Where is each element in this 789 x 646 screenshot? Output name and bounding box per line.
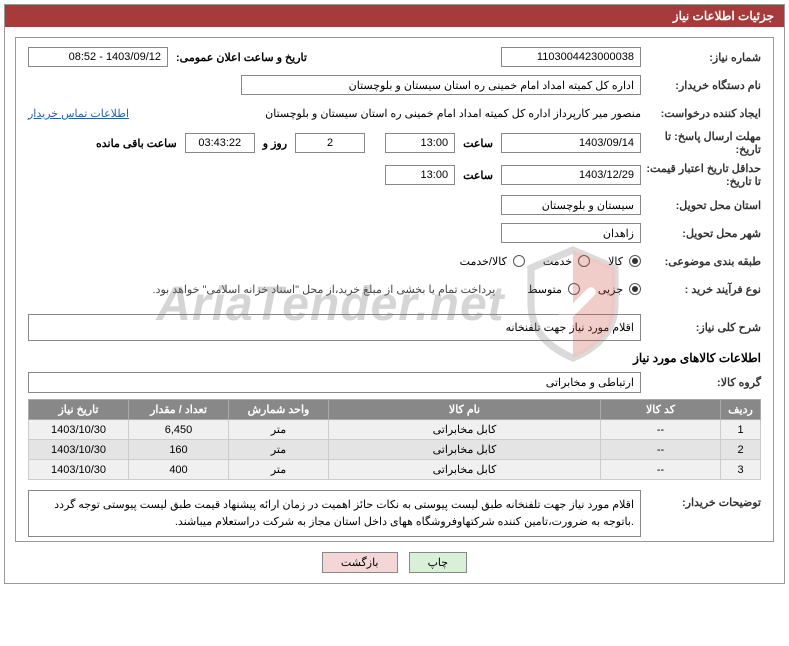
- radio-both-label: کالا/خدمت: [460, 255, 507, 268]
- remaining-days: 2: [295, 133, 365, 153]
- goods-section-title: اطلاعات کالاهای مورد نیاز: [28, 351, 761, 365]
- remaining-label: ساعت باقی مانده: [96, 137, 177, 150]
- radio-minor-label: جزیی: [598, 283, 623, 296]
- radio-medium-label: متوسط: [527, 283, 562, 296]
- cell: کابل مخابراتی: [329, 440, 601, 460]
- radio-service-label: خدمت: [543, 255, 572, 268]
- buyer-org-value: اداره کل کمیته امداد امام خمینی ره استان…: [241, 75, 641, 95]
- validity-date: 1403/12/29: [501, 165, 641, 185]
- radio-service[interactable]: [578, 255, 590, 267]
- general-desc-value: اقلام مورد نیاز جهت تلفنخانه: [28, 314, 641, 341]
- radio-medium[interactable]: [568, 283, 580, 295]
- buyer-org-label: نام دستگاه خریدار:: [641, 79, 761, 92]
- deadline-date: 1403/09/14: [501, 133, 641, 153]
- goods-table: ردیف کد کالا نام کالا واحد شمارش تعداد /…: [28, 399, 761, 480]
- th-row: ردیف: [721, 400, 761, 420]
- th-qty: تعداد / مقدار: [129, 400, 229, 420]
- cell: --: [601, 420, 721, 440]
- panel-header: جزئیات اطلاعات نیاز: [5, 5, 784, 27]
- cell: --: [601, 460, 721, 480]
- announce-label: تاریخ و ساعت اعلان عمومی:: [176, 51, 307, 64]
- cell: 160: [129, 440, 229, 460]
- city-value: زاهدان: [501, 223, 641, 243]
- province-label: استان محل تحویل:: [641, 199, 761, 212]
- announce-value: 1403/09/12 - 08:52: [28, 47, 168, 67]
- province-value: سیستان و بلوچستان: [501, 195, 641, 215]
- row-requester: ایجاد کننده درخواست: منصور میر کارپرداز …: [28, 102, 761, 124]
- cell: 1403/10/30: [29, 420, 129, 440]
- th-date: تاریخ نیاز: [29, 400, 129, 420]
- radio-minor[interactable]: [629, 283, 641, 295]
- back-button[interactable]: بازگشت: [322, 552, 398, 573]
- need-number-value: 1103004423000038: [501, 47, 641, 67]
- table-row: 2 -- کابل مخابراتی متر 160 1403/10/30: [29, 440, 761, 460]
- cell: 2: [721, 440, 761, 460]
- cell: 1403/10/30: [29, 440, 129, 460]
- th-name: نام کالا: [329, 400, 601, 420]
- city-label: شهر محل تحویل:: [641, 227, 761, 240]
- days-and-label: روز و: [263, 137, 287, 150]
- content-area: شماره نیاز: 1103004423000038 تاریخ و ساع…: [15, 37, 774, 542]
- row-process: نوع فرآیند خرید : جزیی متوسط پرداخت تمام…: [28, 278, 761, 300]
- general-desc-label: شرح کلی نیاز:: [641, 321, 761, 334]
- table-row: 3 -- کابل مخابراتی متر 400 1403/10/30: [29, 460, 761, 480]
- cell: 400: [129, 460, 229, 480]
- row-goods-group: گروه کالا: ارتباطی و مخابراتی: [28, 371, 761, 393]
- process-note: پرداخت تمام یا بخشی از مبلغ خرید،از محل …: [153, 283, 496, 296]
- requester-label: ایجاد کننده درخواست:: [641, 107, 761, 120]
- panel-title: جزئیات اطلاعات نیاز: [673, 9, 774, 23]
- buyer-notes-value: اقلام مورد نیاز جهت تلفنخانه طبق لیست پی…: [28, 490, 641, 537]
- cell: متر: [229, 440, 329, 460]
- deadline-label: مهلت ارسال پاسخ: تا تاریخ:: [641, 130, 761, 156]
- cell: 6,450: [129, 420, 229, 440]
- radio-goods-label: کالا: [608, 255, 623, 268]
- validity-label: حداقل تاریخ اعتبار قیمت: تا تاریخ:: [641, 162, 761, 188]
- validity-time: 13:00: [385, 165, 455, 185]
- goods-group-label: گروه کالا:: [641, 376, 761, 389]
- row-deadline: مهلت ارسال پاسخ: تا تاریخ: 1403/09/14 سا…: [28, 130, 761, 156]
- cell: 3: [721, 460, 761, 480]
- row-buyer-org: نام دستگاه خریدار: اداره کل کمیته امداد …: [28, 74, 761, 96]
- table-row: 1 -- کابل مخابراتی متر 6,450 1403/10/30: [29, 420, 761, 440]
- cell: --: [601, 440, 721, 460]
- validity-time-label: ساعت: [463, 169, 493, 182]
- radio-both[interactable]: [513, 255, 525, 267]
- th-code: کد کالا: [601, 400, 721, 420]
- cell: 1403/10/30: [29, 460, 129, 480]
- cell: کابل مخابراتی: [329, 460, 601, 480]
- requester-value: منصور میر کارپرداز اداره کل کمیته امداد …: [265, 107, 641, 120]
- row-validity: حداقل تاریخ اعتبار قیمت: تا تاریخ: 1403/…: [28, 162, 761, 188]
- contact-link[interactable]: اطلاعات تماس خریدار: [28, 107, 129, 120]
- print-button[interactable]: چاپ: [409, 552, 468, 573]
- row-city: شهر محل تحویل: زاهدان: [28, 222, 761, 244]
- process-radios: جزیی متوسط: [515, 283, 641, 296]
- goods-group-value: ارتباطی و مخابراتی: [28, 372, 641, 393]
- table-header-row: ردیف کد کالا نام کالا واحد شمارش تعداد /…: [29, 400, 761, 420]
- need-number-label: شماره نیاز:: [641, 51, 761, 64]
- th-unit: واحد شمارش: [229, 400, 329, 420]
- row-need-number: شماره نیاز: 1103004423000038 تاریخ و ساع…: [28, 46, 761, 68]
- main-panel: جزئیات اطلاعات نیاز شماره نیاز: 11030044…: [4, 4, 785, 584]
- button-row: چاپ بازگشت: [5, 552, 784, 573]
- cell: 1: [721, 420, 761, 440]
- buyer-notes-label: توضیحات خریدار:: [641, 490, 761, 509]
- remaining-time: 03:43:22: [185, 133, 255, 153]
- classification-radios: کالا خدمت کالا/خدمت: [448, 255, 641, 268]
- table-body: 1 -- کابل مخابراتی متر 6,450 1403/10/30 …: [29, 420, 761, 480]
- cell: متر: [229, 460, 329, 480]
- deadline-time: 13:00: [385, 133, 455, 153]
- radio-goods[interactable]: [629, 255, 641, 267]
- row-province: استان محل تحویل: سیستان و بلوچستان: [28, 194, 761, 216]
- process-label: نوع فرآیند خرید :: [641, 283, 761, 296]
- row-general-desc: شرح کلی نیاز: اقلام مورد نیاز جهت تلفنخا…: [28, 314, 761, 341]
- row-classification: طبقه بندی موضوعی: کالا خدمت کالا/خدمت: [28, 250, 761, 272]
- cell: متر: [229, 420, 329, 440]
- cell: کابل مخابراتی: [329, 420, 601, 440]
- classification-label: طبقه بندی موضوعی:: [641, 255, 761, 268]
- row-buyer-notes: توضیحات خریدار: اقلام مورد نیاز جهت تلفن…: [28, 490, 761, 537]
- deadline-time-label: ساعت: [463, 137, 493, 150]
